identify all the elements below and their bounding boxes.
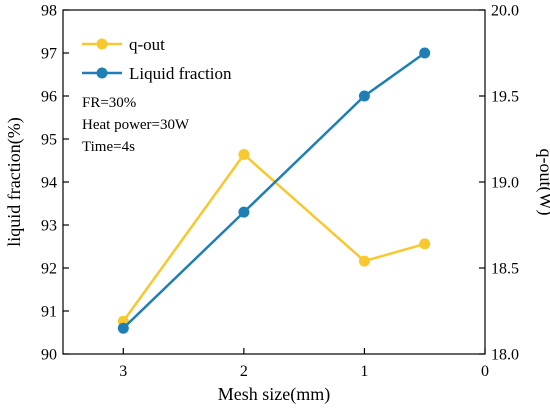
legend: q-out Liquid fraction	[82, 35, 232, 83]
left-tick-label: 91	[41, 304, 57, 321]
x-axis-ticks: 3 2 1 0	[119, 348, 489, 380]
left-tick-label: 90	[41, 347, 57, 364]
left-tick-label: 98	[41, 3, 57, 20]
left-tick-label: 95	[41, 132, 57, 149]
data-point-liquid-fraction	[419, 47, 431, 59]
annotation-fill-ratio: FR=30%	[82, 95, 136, 111]
left-tick-label: 92	[41, 261, 57, 278]
series-layer	[117, 47, 431, 334]
data-point-liquid-fraction	[238, 206, 250, 218]
series-line-q-out	[122, 152, 426, 323]
data-point-liquid-fraction	[358, 90, 370, 102]
right-tick-label: 20.0	[491, 3, 519, 20]
left-axis-title: liquid fraction(%)	[4, 117, 25, 246]
x-tick-label: 3	[119, 363, 127, 380]
annotation-heat-power: Heat power=30W	[82, 117, 190, 133]
legend-label-liquid-fraction: Liquid fraction	[129, 64, 232, 83]
legend-item-liquid-fraction: Liquid fraction	[82, 64, 232, 83]
legend-marker-liquid-fraction	[96, 67, 108, 79]
x-axis-title: Mesh size(mm)	[218, 384, 330, 405]
right-axis-title: q-out(W)	[535, 149, 550, 216]
right-axis-ticks: 18.0 18.5 19.0 19.5 20.0	[479, 3, 519, 364]
data-point-q-out	[358, 255, 370, 267]
left-tick-label: 93	[41, 218, 57, 235]
x-tick-label: 0	[481, 363, 489, 380]
x-tick-label: 1	[360, 363, 368, 380]
data-point-q-out	[419, 238, 431, 250]
left-tick-label: 97	[41, 46, 57, 63]
series-line-liquid-fraction	[122, 51, 426, 330]
left-tick-label: 96	[41, 89, 57, 106]
data-point-liquid-fraction	[117, 322, 129, 334]
left-axis-ticks: 90 91 92 93 94 95 96 97 98	[41, 3, 69, 364]
right-tick-label: 18.5	[491, 261, 519, 278]
annotation-block: FR=30% Heat power=30W Time=4s	[82, 95, 190, 155]
legend-item-q-out: q-out	[82, 35, 165, 54]
x-tick-label: 2	[240, 363, 248, 380]
legend-marker-q-out	[96, 38, 108, 50]
right-tick-label: 19.0	[491, 175, 519, 192]
data-point-q-out	[238, 149, 250, 160]
right-tick-label: 19.5	[491, 89, 519, 106]
legend-label-q-out: q-out	[129, 35, 165, 54]
left-tick-label: 94	[41, 175, 57, 192]
annotation-time: Time=4s	[82, 139, 135, 155]
right-tick-label: 18.0	[491, 347, 519, 364]
